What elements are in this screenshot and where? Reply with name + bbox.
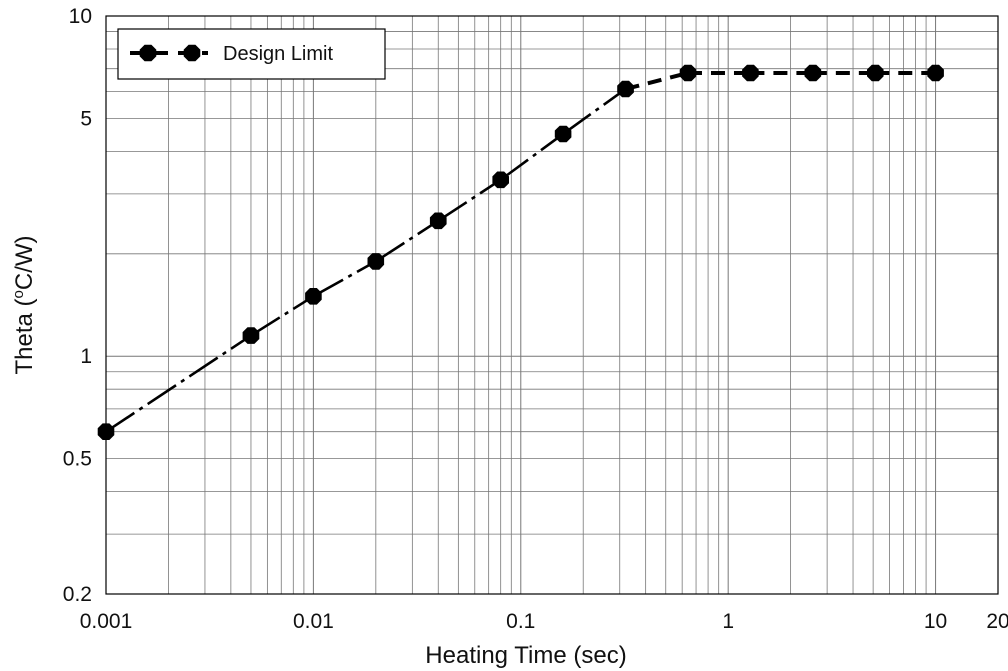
series-line-segment	[562, 87, 627, 136]
data-point	[742, 64, 759, 82]
series-line-segment	[499, 132, 564, 181]
y-tick-labels: 0.2 0.5 1 5 10	[63, 5, 92, 606]
x-tick-label: 0.001	[80, 610, 133, 633]
x-axis-title: Heating Time (sec)	[425, 642, 626, 669]
data-point	[429, 212, 447, 230]
y-tick-label: 1	[80, 345, 92, 368]
legend-marker	[183, 44, 201, 62]
x-tick-label: 0.01	[293, 610, 334, 633]
series-design-limit	[97, 64, 944, 440]
legend: Design Limit	[117, 28, 386, 80]
data-point	[927, 64, 944, 82]
series-line-segment	[105, 334, 252, 433]
data-point	[617, 80, 634, 98]
y-axis-title: Theta (oC/W)	[10, 235, 38, 374]
x-tick-label: 20	[986, 610, 1008, 633]
plot-area	[105, 15, 999, 595]
y-tick-label: 0.2	[63, 583, 92, 606]
series-line-segment	[375, 219, 439, 263]
data-point	[679, 64, 697, 82]
x-tick-label: 0.1	[506, 610, 535, 633]
series-line-segment	[437, 178, 502, 222]
data-point	[242, 327, 260, 344]
y-tick-label: 10	[69, 5, 92, 28]
x-tick-labels: 0.001 0.01 0.1 1 10 20	[80, 610, 1008, 633]
data-point	[97, 423, 115, 440]
data-point	[554, 125, 572, 143]
data-point	[367, 253, 385, 270]
legend-marker	[139, 44, 157, 62]
legend-label: Design Limit	[223, 43, 333, 65]
data-point	[804, 64, 822, 82]
y-tick-label: 5	[80, 107, 92, 130]
x-tick-label: 1	[722, 610, 734, 633]
series-line-segment	[250, 295, 315, 337]
grid-lines	[106, 16, 998, 594]
y-tick-label: 0.5	[63, 448, 92, 471]
data-point	[867, 64, 884, 82]
data-point	[305, 288, 322, 305]
series-line-segment	[625, 71, 689, 91]
data-point	[492, 171, 509, 189]
series-line-segment	[312, 260, 377, 298]
x-tick-label: 10	[924, 610, 947, 633]
